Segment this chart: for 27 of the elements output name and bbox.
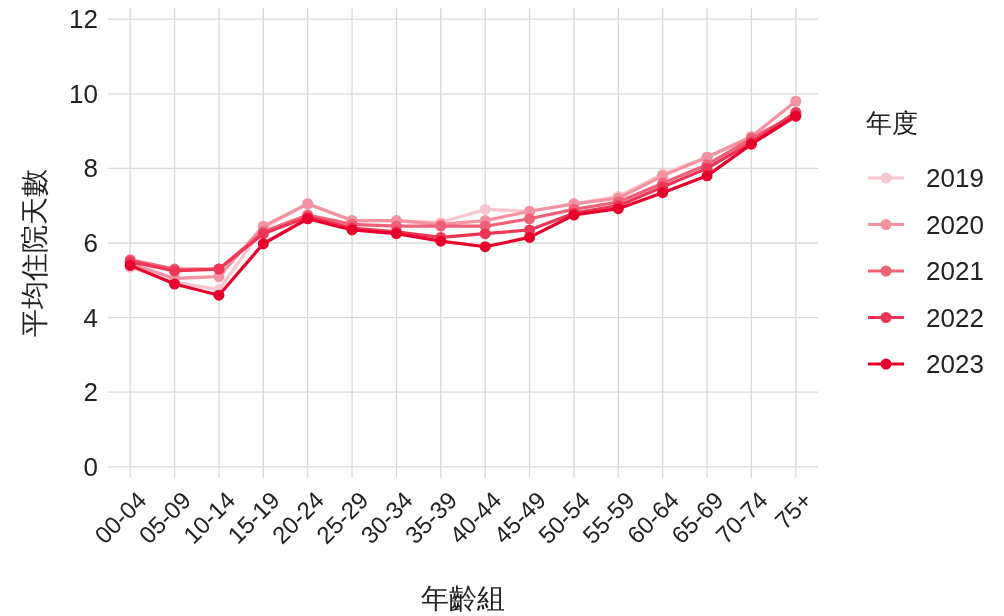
y-tick-label: 10 — [69, 78, 98, 109]
point — [524, 231, 536, 243]
point — [257, 238, 269, 250]
legend-title: 年度 — [866, 108, 918, 138]
y-axis-title: 平均住院天數 — [19, 169, 50, 337]
legend-label: 2021 — [926, 256, 984, 286]
point — [657, 187, 669, 199]
point — [790, 95, 802, 107]
y-tick-label: 12 — [69, 4, 98, 35]
point — [479, 203, 491, 215]
y-tick-label: 6 — [83, 228, 98, 258]
point — [479, 241, 491, 253]
legend-label: 2020 — [926, 209, 984, 240]
point — [213, 289, 225, 301]
legend-label: 2019 — [926, 163, 984, 193]
point — [701, 170, 713, 182]
point — [435, 235, 447, 247]
point — [524, 213, 536, 225]
legend-label: 2023 — [926, 349, 984, 379]
y-tick-label: 8 — [83, 153, 98, 184]
point — [479, 228, 491, 240]
legend-label: 2022 — [926, 302, 984, 333]
y-tick-label: 0 — [83, 451, 98, 482]
y-tick-label: 2 — [83, 377, 98, 408]
x-tick-label: 75+ — [769, 486, 818, 535]
y-tick-label: 4 — [83, 302, 98, 333]
x-axis-title: 年齡組 — [421, 583, 505, 614]
